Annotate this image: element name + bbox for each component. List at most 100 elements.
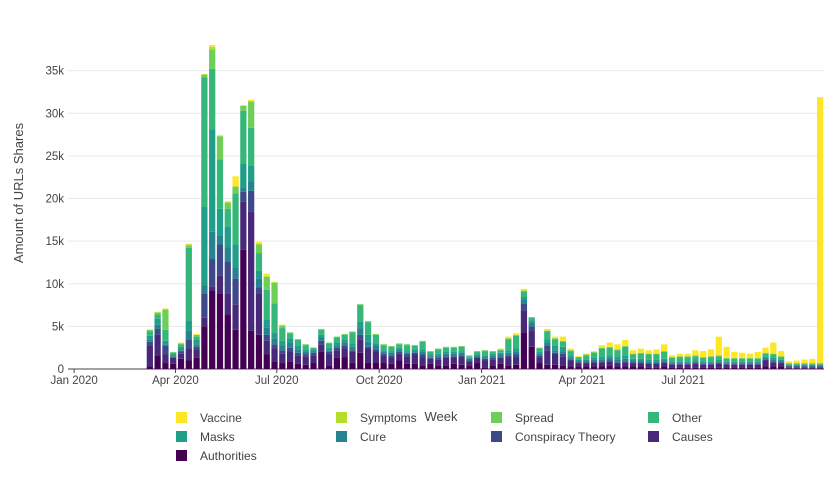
bar-segment-conspiracy-theory[interactable]	[380, 353, 387, 356]
bar-segment-masks[interactable]	[590, 357, 598, 360]
bar-segment-spread[interactable]	[201, 74, 208, 78]
bar-segment-causes[interactable]	[388, 357, 395, 364]
bar-segment-authorities[interactable]	[364, 363, 372, 369]
bar-segment-other[interactable]	[723, 358, 730, 362]
bar-segment-vaccine[interactable]	[567, 348, 574, 351]
bar-segment-conspiracy-theory[interactable]	[201, 293, 208, 318]
bar-segment-conspiracy-theory[interactable]	[294, 352, 302, 356]
bar-segment-causes[interactable]	[528, 331, 535, 347]
bar-segment-causes[interactable]	[614, 363, 621, 367]
bar-segment-conspiracy-theory[interactable]	[302, 354, 309, 357]
bar-segment-other[interactable]	[466, 356, 473, 358]
legend-label[interactable]: Vaccine	[200, 411, 242, 425]
bar-segment-cure[interactable]	[536, 353, 543, 356]
bar-segment-spread[interactable]	[263, 276, 270, 290]
bar-segment-spread[interactable]	[676, 356, 683, 358]
bar-segment-cure[interactable]	[442, 353, 450, 357]
bar-segment-masks[interactable]	[232, 244, 239, 268]
bar-segment-vaccine[interactable]	[739, 352, 746, 358]
bar-segment-masks[interactable]	[287, 338, 294, 343]
bar-segment-masks[interactable]	[692, 360, 699, 362]
bar-segment-masks[interactable]	[255, 270, 263, 279]
bar-segment-masks[interactable]	[201, 207, 208, 286]
bar-segment-causes[interactable]	[232, 304, 239, 330]
bar-segment-other[interactable]	[731, 358, 738, 362]
bar-segment-causes[interactable]	[684, 364, 691, 368]
bar-segment-vaccine[interactable]	[162, 308, 169, 310]
bar-segment-cure[interactable]	[489, 355, 496, 358]
bar-segment-spread[interactable]	[435, 348, 442, 350]
bar-segment-vaccine[interactable]	[653, 349, 660, 354]
bar-segment-causes[interactable]	[248, 211, 255, 331]
bar-segment-causes[interactable]	[567, 360, 574, 367]
bar-segment-conspiracy-theory[interactable]	[606, 360, 613, 362]
bar-segment-masks[interactable]	[489, 353, 496, 356]
bar-segment-masks[interactable]	[279, 340, 286, 346]
bar-segment-other[interactable]	[559, 341, 567, 347]
bar-segment-conspiracy-theory[interactable]	[770, 361, 777, 363]
bar-segment-causes[interactable]	[185, 348, 192, 361]
bar-segment-masks[interactable]	[731, 361, 738, 363]
bar-segment-other[interactable]	[474, 351, 481, 355]
bar-segment-causes[interactable]	[380, 355, 387, 364]
bar-segment-conspiracy-theory[interactable]	[552, 352, 559, 355]
bar-segment-conspiracy-theory[interactable]	[575, 362, 582, 364]
bar-segment-cure[interactable]	[552, 350, 559, 353]
bar-segment-cure[interactable]	[224, 247, 231, 262]
bar-segment-spread[interactable]	[318, 328, 325, 330]
bar-segment-other[interactable]	[364, 322, 372, 335]
bar-segment-masks[interactable]	[248, 165, 255, 182]
bar-segment-conspiracy-theory[interactable]	[614, 362, 621, 364]
bar-segment-conspiracy-theory[interactable]	[676, 363, 683, 365]
bar-segment-conspiracy-theory[interactable]	[396, 351, 403, 354]
bar-segment-cure[interactable]	[325, 350, 333, 352]
bar-segment-cure[interactable]	[162, 344, 169, 346]
bar-segment-authorities[interactable]	[349, 363, 356, 369]
bar-segment-conspiracy-theory[interactable]	[411, 352, 418, 355]
bar-segment-conspiracy-theory[interactable]	[255, 287, 263, 294]
bar-segment-spread[interactable]	[622, 345, 629, 347]
bar-segment-other[interactable]	[419, 341, 426, 350]
bar-segment-other[interactable]	[746, 358, 754, 362]
bar-segment-other[interactable]	[489, 351, 496, 354]
bar-segment-conspiracy-theory[interactable]	[224, 261, 231, 294]
bar-segment-conspiracy-theory[interactable]	[154, 328, 161, 335]
bar-segment-causes[interactable]	[731, 364, 738, 368]
bar-segment-causes[interactable]	[754, 364, 761, 368]
bar-segment-authorities[interactable]	[411, 363, 418, 369]
bar-segment-cure[interactable]	[770, 359, 777, 362]
bar-segment-spread[interactable]	[287, 332, 294, 334]
bar-segment-masks[interactable]	[668, 361, 676, 363]
bar-segment-masks[interactable]	[528, 320, 535, 323]
legend-label[interactable]: Other	[672, 411, 702, 425]
bar-segment-vaccine[interactable]	[232, 176, 239, 187]
bar-segment-causes[interactable]	[209, 286, 216, 291]
bar-segment-authorities[interactable]	[481, 367, 489, 369]
bar-segment-authorities[interactable]	[590, 366, 598, 369]
bar-segment-cure[interactable]	[637, 360, 644, 363]
bar-segment-conspiracy-theory[interactable]	[146, 341, 153, 346]
bar-segment-masks[interactable]	[310, 349, 317, 352]
bar-segment-causes[interactable]	[536, 357, 543, 364]
bar-segment-cure[interactable]	[809, 365, 816, 367]
bar-segment-causes[interactable]	[505, 357, 512, 366]
bar-segment-authorities[interactable]	[809, 368, 816, 369]
legend-label[interactable]: Causes	[672, 430, 713, 444]
bar-segment-conspiracy-theory[interactable]	[661, 362, 668, 364]
bar-segment-authorities[interactable]	[263, 354, 270, 369]
bar-segment-other[interactable]	[162, 329, 169, 341]
bar-segment-conspiracy-theory[interactable]	[442, 356, 450, 358]
bar-segment-conspiracy-theory[interactable]	[419, 354, 426, 358]
bar-segment-spread[interactable]	[474, 351, 481, 352]
bar-segment-spread[interactable]	[209, 49, 216, 69]
bar-segment-other[interactable]	[739, 358, 746, 362]
bar-segment-authorities[interactable]	[622, 366, 629, 369]
bar-segment-conspiracy-theory[interactable]	[162, 345, 169, 355]
bar-segment-conspiracy-theory[interactable]	[497, 357, 504, 358]
bar-segment-spread[interactable]	[513, 334, 520, 336]
bar-segment-spread[interactable]	[668, 357, 676, 358]
bar-segment-authorities[interactable]	[240, 249, 247, 369]
bar-segment-masks[interactable]	[271, 332, 278, 339]
bar-segment-conspiracy-theory[interactable]	[177, 351, 185, 354]
bar-segment-other[interactable]	[653, 354, 660, 360]
